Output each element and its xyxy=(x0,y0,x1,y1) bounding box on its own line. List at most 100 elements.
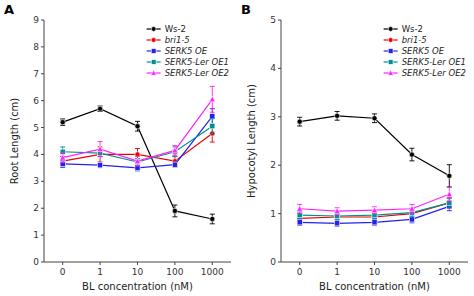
legend-marker xyxy=(151,27,156,32)
y-tick xyxy=(41,208,44,209)
point xyxy=(210,216,215,221)
legend-marker xyxy=(388,38,393,43)
point xyxy=(172,208,177,213)
y-axis-label: Hypocotyl Length (cm) xyxy=(246,84,257,198)
point xyxy=(372,220,377,225)
x-tick-label: 0 xyxy=(297,267,303,277)
legend-marker xyxy=(388,60,393,65)
x-tick-label: 100 xyxy=(403,267,420,277)
point xyxy=(409,152,414,157)
y-tick-label: 4 xyxy=(33,149,39,159)
error-bar xyxy=(210,119,215,134)
point xyxy=(98,163,103,168)
x-tick xyxy=(337,262,338,265)
y-tick xyxy=(41,20,44,21)
series-line xyxy=(300,116,450,176)
point xyxy=(98,106,103,111)
y-tick-label: 1 xyxy=(270,209,276,219)
point xyxy=(297,119,302,124)
error-bar xyxy=(172,146,177,156)
y-tick xyxy=(41,127,44,128)
error-bar xyxy=(172,162,177,167)
error-bar xyxy=(409,204,414,213)
error-bar xyxy=(297,117,302,126)
y-tick xyxy=(41,46,44,47)
point xyxy=(371,207,377,213)
error-bar xyxy=(297,204,302,213)
y-tick xyxy=(41,262,44,263)
legend-label: bri1-5 xyxy=(402,35,427,45)
series-line xyxy=(63,99,213,161)
legend-marker xyxy=(151,49,156,54)
panel-label: A xyxy=(4,2,14,17)
y-tick-label: 2 xyxy=(33,203,39,213)
y-tick-label: 4 xyxy=(270,63,276,73)
x-tick-label: 1 xyxy=(334,267,340,277)
point xyxy=(335,214,340,219)
point xyxy=(210,124,215,129)
point xyxy=(297,220,302,225)
error-bar xyxy=(409,148,414,161)
point xyxy=(335,113,340,118)
error-bar xyxy=(372,219,377,225)
error-bar xyxy=(135,156,140,166)
error-bar xyxy=(135,121,140,131)
y-axis-label: Root Length (cm) xyxy=(9,98,20,185)
y-tick-label: 9 xyxy=(33,15,39,25)
point xyxy=(97,146,103,152)
legend-label: bri1-5 xyxy=(165,35,190,45)
series-line xyxy=(63,109,213,219)
point xyxy=(409,217,414,222)
point xyxy=(172,147,178,153)
error-bar xyxy=(447,187,452,201)
panel-label: B xyxy=(241,2,251,17)
point xyxy=(60,120,65,125)
error-bar xyxy=(372,114,377,123)
point xyxy=(210,114,215,119)
x-axis-label: BL concentration (nM) xyxy=(319,281,430,292)
legend-label: SERK5-Ler OE2 xyxy=(402,68,466,78)
y-tick xyxy=(41,181,44,182)
y-axis xyxy=(44,20,45,262)
point xyxy=(209,96,215,102)
y-tick xyxy=(41,73,44,74)
y-tick xyxy=(278,262,281,263)
x-tick-label: 1000 xyxy=(438,267,461,277)
error-bar xyxy=(335,220,340,226)
error-bar xyxy=(172,205,177,217)
point xyxy=(60,155,66,161)
point xyxy=(335,221,340,226)
y-tick xyxy=(278,165,281,166)
y-tick-label: 5 xyxy=(33,123,39,133)
x-tick-label: 1 xyxy=(97,267,103,277)
x-tick xyxy=(62,262,63,265)
error-bar xyxy=(335,208,340,215)
point xyxy=(372,116,377,121)
y-axis xyxy=(281,20,282,262)
x-tick xyxy=(449,262,450,265)
x-axis-label: BL concentration (nM) xyxy=(82,281,193,292)
legend-marker xyxy=(151,70,157,75)
legend-marker xyxy=(151,60,156,65)
plot-area xyxy=(60,86,216,223)
y-tick-label: 5 xyxy=(270,15,276,25)
y-tick-label: 3 xyxy=(270,112,276,122)
x-tick-label: 100 xyxy=(166,267,183,277)
y-tick-label: 0 xyxy=(270,257,276,267)
x-tick xyxy=(100,262,101,265)
chart: 012345678901101001000BL concentration (n… xyxy=(0,0,474,296)
y-tick-label: 2 xyxy=(270,160,276,170)
panel: 01234501101001000BL concentration (nM)Hy… xyxy=(241,2,468,292)
y-tick xyxy=(278,116,281,117)
error-bar xyxy=(98,142,103,157)
y-tick-label: 6 xyxy=(33,96,39,106)
y-tick xyxy=(41,235,44,236)
legend-marker xyxy=(388,70,394,75)
error-bar xyxy=(60,153,65,163)
legend-label: SERK5 OE xyxy=(402,46,445,56)
legend-marker xyxy=(388,27,393,32)
x-tick xyxy=(137,262,138,265)
y-tick-label: 1 xyxy=(33,230,39,240)
x-tick-label: 0 xyxy=(60,267,66,277)
legend-label: SERK5 OE xyxy=(165,46,208,56)
